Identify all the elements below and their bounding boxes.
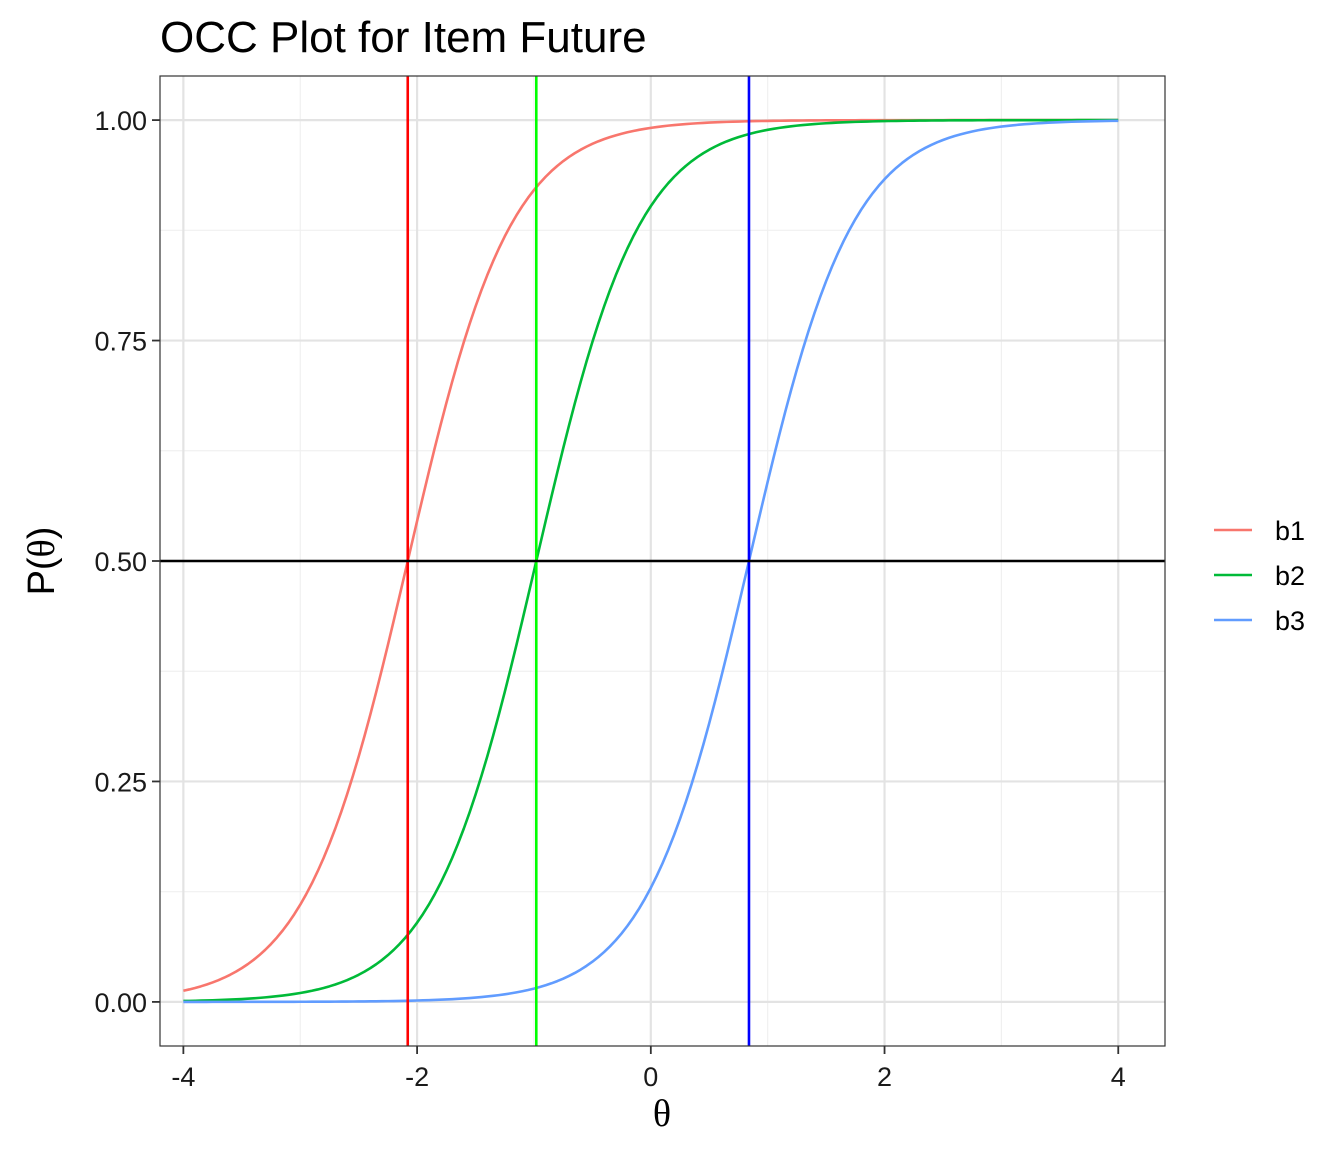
x-tick-label: 0: [643, 1062, 658, 1092]
y-axis-title-suffix: ): [21, 527, 63, 540]
legend-label-b2: b2: [1275, 561, 1305, 591]
x-axis-title: θ: [653, 1093, 671, 1135]
x-axis: -4 -2 0 2 4: [171, 1046, 1126, 1092]
y-tick-label: 0.75: [94, 327, 147, 357]
y-axis-title-symbol: θ: [21, 539, 63, 557]
legend-label-b1: b1: [1275, 516, 1305, 546]
x-tick-label: -2: [405, 1062, 429, 1092]
y-axis-title: P(θ): [21, 527, 63, 596]
x-tick-label: 4: [1111, 1062, 1126, 1092]
y-tick-label: 0.25: [94, 767, 147, 797]
chart-title: OCC Plot for Item Future: [160, 13, 647, 62]
y-axis-title-prefix: P(: [21, 557, 63, 595]
y-tick-label: 1.00: [94, 106, 147, 136]
series-line-b2: [183, 118, 1119, 1003]
y-axis: 0.00 0.25 0.50 0.75 1.00: [94, 106, 160, 1018]
y-tick-label: 0.00: [94, 988, 147, 1018]
legend-label-b3: b3: [1275, 606, 1305, 636]
x-tick-label: 2: [877, 1062, 892, 1092]
curve-layer: [183, 118, 1119, 1004]
y-tick-label: 0.50: [94, 547, 147, 577]
legend: b1 b2 b3: [1214, 516, 1305, 636]
series-line-b3: [183, 119, 1119, 1004]
x-tick-label: -4: [171, 1062, 195, 1092]
